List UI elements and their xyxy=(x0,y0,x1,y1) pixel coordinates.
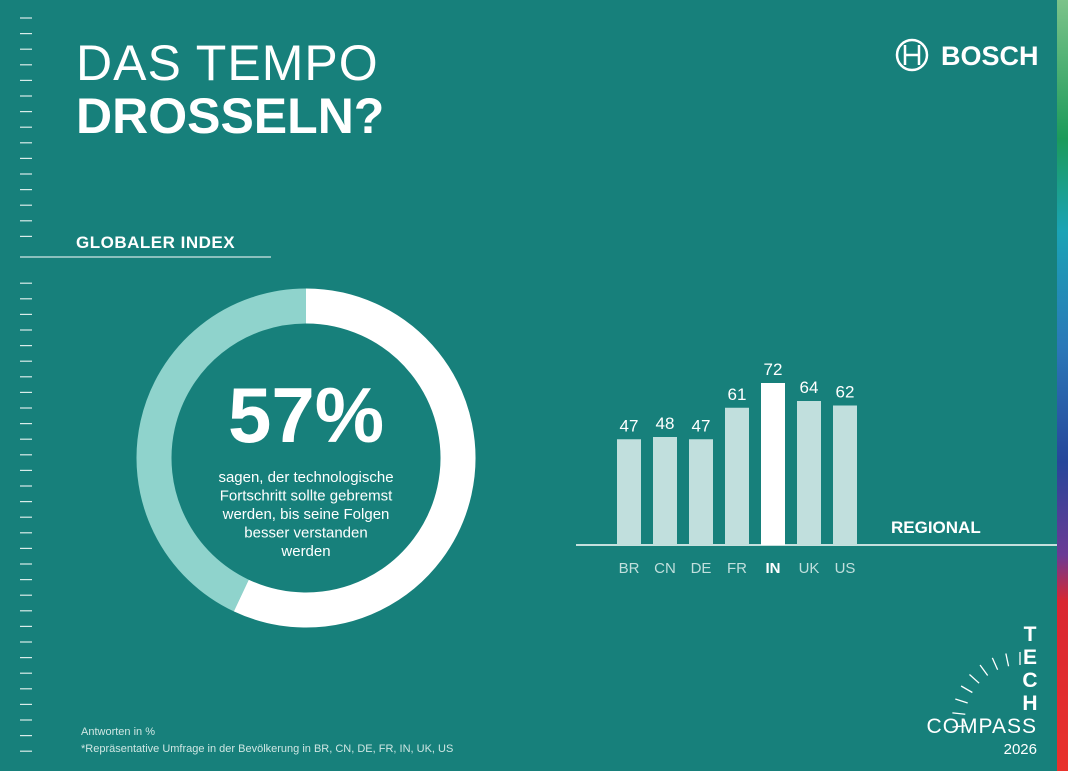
dial-dash xyxy=(955,698,968,704)
donut-title: GLOBALER INDEX xyxy=(76,233,235,252)
x-tick-label: DE xyxy=(691,560,712,577)
donut-annotation: Fortschritt sollte gebremst xyxy=(220,488,393,505)
donut-annotation: sagen, der technologische xyxy=(218,469,393,486)
x-tick-label: UK xyxy=(799,560,820,577)
dial-dash xyxy=(969,674,980,684)
bar xyxy=(761,383,785,545)
bar xyxy=(833,405,857,545)
brand-name: COMPASS xyxy=(927,715,1037,738)
brand-letter: C xyxy=(1022,669,1037,692)
bar-value-label: 47 xyxy=(692,416,711,435)
x-tick-label: US xyxy=(835,560,856,577)
donut-value-label: 57% xyxy=(228,371,384,459)
ruler xyxy=(20,17,32,752)
dial-dash xyxy=(1005,653,1010,667)
bar-value-label: 62 xyxy=(836,383,855,402)
source: *Repräsentative Umfrage in der Bevölkeru… xyxy=(81,743,453,755)
brand-year: 2026 xyxy=(1004,741,1037,758)
bar-value-label: 64 xyxy=(800,378,819,397)
bar xyxy=(653,437,677,545)
title-bold: DROSSELN? xyxy=(76,88,384,144)
dial-dash xyxy=(952,725,966,728)
donut-segment xyxy=(233,288,476,628)
donut-rest xyxy=(136,288,307,612)
bar-value-label: 48 xyxy=(656,414,675,433)
footnote: Antworten in % xyxy=(81,726,155,738)
bar xyxy=(617,439,641,545)
donut-annotation: werden, bis seine Folgen xyxy=(222,506,390,523)
bar xyxy=(689,439,713,545)
x-tick-label: FR xyxy=(727,560,747,577)
brand-letter: H xyxy=(1022,692,1037,715)
x-tick-label: IN xyxy=(766,560,781,577)
color-strip xyxy=(1057,0,1068,771)
donut-annotation: besser verstanden xyxy=(244,525,367,542)
bar-title: REGIONAL xyxy=(891,518,981,537)
brand-letter: T xyxy=(1024,623,1037,646)
bar-value-label: 61 xyxy=(728,385,747,404)
dial-dash xyxy=(991,657,999,671)
x-tick-label: CN xyxy=(654,560,676,577)
dial-dash xyxy=(979,664,989,676)
logo-mark xyxy=(903,45,921,65)
title-light: DAS TEMPO xyxy=(76,35,379,91)
dial-dash xyxy=(960,685,973,694)
bar-value-label: 47 xyxy=(620,416,639,435)
compass-dial xyxy=(952,652,1021,728)
dial-dash xyxy=(952,712,966,715)
bar xyxy=(797,401,821,545)
bar-value-label: 72 xyxy=(764,360,783,379)
logo-text: BOSCH xyxy=(941,41,1039,71)
brand-letter: E xyxy=(1023,646,1037,669)
logo-ring xyxy=(895,38,929,72)
donut-annotation: werden xyxy=(280,543,330,560)
x-tick-label: BR xyxy=(619,560,640,577)
bar xyxy=(725,407,749,545)
